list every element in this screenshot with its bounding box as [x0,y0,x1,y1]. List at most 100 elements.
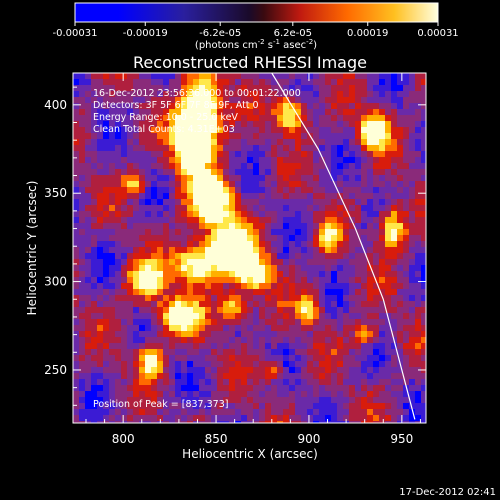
heatmap-cell [259,193,266,200]
heatmap-cell [349,151,356,158]
heatmap-cell [235,271,242,278]
heatmap-cell [301,175,308,182]
heatmap-cell [283,403,290,410]
heatmap-cell [145,139,152,146]
heatmap-cell [115,277,122,284]
heatmap-cell [181,307,188,314]
heatmap-cell [121,139,128,146]
heatmap-cell [151,379,158,386]
heatmap-cell [397,85,404,92]
heatmap-cell [325,121,332,128]
heatmap-cell [355,391,362,398]
heatmap-cell [421,379,426,386]
heatmap-cell [253,241,260,248]
heatmap-cell [265,385,272,392]
heatmap-cell [409,265,416,272]
heatmap-cell [103,307,110,314]
heatmap-cell [331,283,338,290]
heatmap-cell [103,85,110,92]
heatmap-cell [397,211,404,218]
heatmap-cell [139,277,146,284]
heatmap-cell [247,151,254,158]
heatmap-cell [361,415,368,422]
heatmap-cell [85,109,92,116]
heatmap-cell [253,163,260,170]
heatmap-cell [223,121,230,128]
heatmap-cell [97,127,104,134]
heatmap-cell [397,349,404,356]
heatmap-cell [127,115,134,122]
heatmap-cell [103,247,110,254]
heatmap-cell [199,175,206,182]
heatmap-cell [133,379,140,386]
heatmap-cell [163,91,170,98]
heatmap-cell [379,373,386,380]
heatmap-cell [283,211,290,218]
heatmap-cell [385,181,392,188]
heatmap-cell [91,223,98,230]
heatmap-cell [259,217,266,224]
heatmap-cell [415,151,422,158]
heatmap-cell [229,253,236,260]
heatmap-cell [241,307,248,314]
heatmap-cell [343,409,350,416]
heatmap-cell [409,367,416,374]
heatmap-cell [169,127,176,134]
heatmap-cell [325,343,332,350]
heatmap-cell [121,373,128,380]
heatmap-cell [115,115,122,122]
heatmap-cell [229,217,236,224]
heatmap-cell [109,403,116,410]
heatmap-cell [241,145,248,152]
heatmap-cell [193,253,200,260]
heatmap-cell [193,199,200,206]
heatmap-cell [337,187,344,194]
heatmap-cell [337,379,344,386]
heatmap-cell [355,235,362,242]
heatmap-cell [403,277,410,284]
heatmap-cell [259,127,266,134]
heatmap-cell [277,325,284,332]
heatmap-cell [175,295,182,302]
heatmap-cell [187,409,194,416]
heatmap-cell [205,241,212,248]
heatmap-cell [289,397,296,404]
heatmap-cell [205,205,212,212]
heatmap-cell [337,403,344,410]
heatmap-cell [163,235,170,242]
heatmap-cell [199,163,206,170]
heatmap-cell [247,193,254,200]
heatmap-cell [229,175,236,182]
heatmap-cell [181,271,188,278]
heatmap-cell [145,289,152,296]
heatmap-cell [157,139,164,146]
heatmap-cell [235,229,242,236]
heatmap-cell [391,199,398,206]
heatmap-cell [199,199,206,206]
heatmap-cell [421,217,426,224]
heatmap-cell [127,289,134,296]
heatmap-cell [235,169,242,176]
heatmap-cell [331,409,338,416]
heatmap-cell [139,301,146,308]
heatmap-cell [175,409,182,416]
heatmap-cell [157,253,164,260]
heatmap-cell [205,355,212,362]
heatmap-cell [187,343,194,350]
heatmap-cell [85,229,92,236]
heatmap-cell [415,157,422,164]
heatmap-cell [319,169,326,176]
heatmap-cell [73,415,80,422]
heatmap-cell [247,223,254,230]
heatmap-cell [271,361,278,368]
heatmap-cell [241,211,248,218]
heatmap-cell [217,241,224,248]
heatmap-cell [103,91,110,98]
heatmap-cell [91,127,98,134]
heatmap-cell [361,115,368,122]
heatmap-cell [277,307,284,314]
heatmap-cell [337,133,344,140]
heatmap-cell [211,157,218,164]
heatmap-cell [121,85,128,92]
heatmap-cell [397,199,404,206]
